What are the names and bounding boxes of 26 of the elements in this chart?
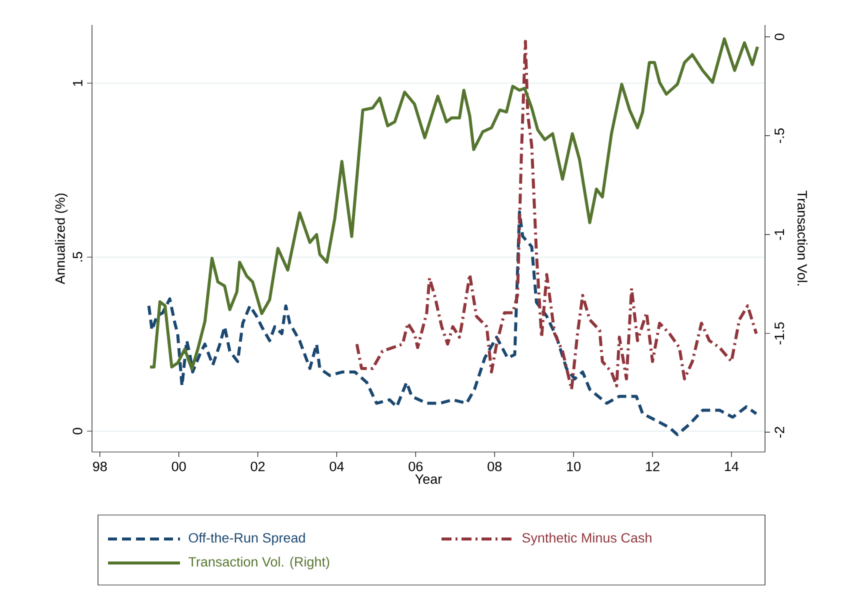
x-tick-label: 98 bbox=[93, 462, 107, 472]
y-tick-label: 0 bbox=[72, 428, 82, 434]
text: Transaction Vol. (Right) bbox=[188, 556, 330, 570]
y2-tick-label: -2 bbox=[774, 426, 784, 438]
y-tick-label: 1 bbox=[73, 80, 82, 86]
y2-tick-label: -1.5 bbox=[774, 322, 784, 344]
x-tick-label: 02 bbox=[250, 462, 265, 472]
y2-tick-label: -1 bbox=[774, 229, 784, 240]
y-axis-title: Annualized (%) bbox=[54, 194, 68, 284]
line-series bbox=[355, 40, 758, 391]
text: Off-the-Run Spread bbox=[188, 532, 305, 546]
y2-tick-label: -.5 bbox=[774, 128, 784, 143]
x-tick-label: 10 bbox=[567, 462, 581, 472]
x-tick-label: 08 bbox=[488, 462, 502, 472]
x-tick-label: 00 bbox=[172, 462, 186, 472]
line-series bbox=[148, 37, 760, 370]
x-axis-title: Year bbox=[415, 474, 442, 484]
x-tick-label: 06 bbox=[408, 462, 423, 472]
line-series bbox=[147, 210, 758, 436]
y2-tick-label: 0 bbox=[774, 34, 784, 40]
text: Synthetic Minus Cash bbox=[522, 532, 652, 546]
y-tick-label: .5 bbox=[72, 252, 82, 262]
x-tick-label: 04 bbox=[330, 462, 344, 472]
x-tick-label: 14 bbox=[724, 462, 739, 471]
y2-axis-title: Transaction Vol. bbox=[797, 190, 808, 286]
x-tick-label: 12 bbox=[646, 462, 660, 472]
